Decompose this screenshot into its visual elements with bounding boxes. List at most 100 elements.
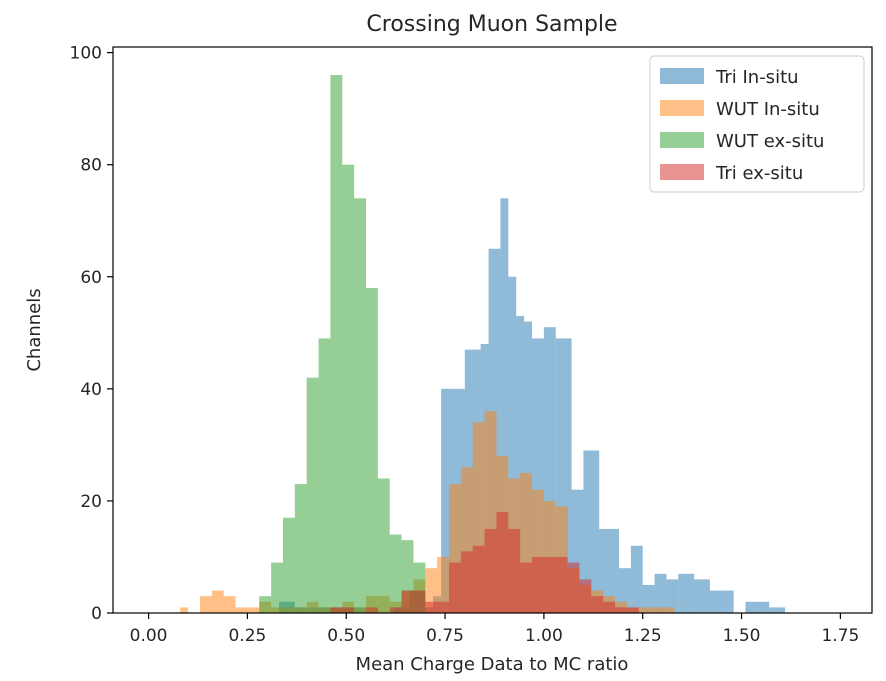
bar-series2-6 [330,75,343,613]
bar-series2-12 [401,540,414,613]
bar-series3-7 [437,601,450,613]
bar-series3-0 [330,607,339,613]
x-tick-label: 1.50 [723,626,761,646]
bar-series0-21 [599,528,619,613]
bar-series0-12 [500,198,509,613]
bar-series0-33 [769,607,786,613]
bar-series2-5 [318,338,331,613]
bar-series1-24 [472,422,485,613]
legend-label: WUT In-situ [716,99,820,120]
bar-series2-4 [306,377,319,613]
bar-series3-18 [567,562,580,613]
chart-title: Crossing Muon Sample [366,12,617,37]
axes-layer: 0.00 0.25 0.50 0.75 1.00 1.25 1.50 1.75 0 20 40 60 8… [70,44,873,646]
bar-series3-8 [449,562,461,613]
bar-series1-4 [235,607,248,613]
y-tick-label: 20 [80,492,102,512]
bar-series3-16 [543,556,556,613]
bar-series1-38 [638,607,651,613]
legend-swatch [660,132,704,148]
bar-series2-11 [389,534,402,613]
bar-series0-27 [678,573,695,613]
legend-label: WUT ex-situ [716,131,824,152]
bar-series3-11 [484,528,497,613]
bar-series2-2 [282,517,295,613]
x-tick-label: 0.75 [426,626,464,646]
bar-series2-8 [354,198,366,613]
legend-box [649,55,865,193]
y-tick-label: 80 [80,156,102,176]
bar-series2-10 [377,478,390,613]
legend-swatch [660,68,704,84]
bar-series2-9 [366,287,378,613]
legend: Tri In-situ WUT In-situ WUT ex-situ Tri ex-… [649,55,865,193]
bar-series3-10 [472,545,485,613]
bar-series3-14 [520,562,533,613]
bar-series0-23 [630,545,643,613]
bar-series0-13 [508,276,517,613]
y-tick-label: 0 [91,604,102,624]
bar-series3-1 [338,607,347,613]
bar-series0-30 [721,590,734,613]
bar-series3-2 [346,607,355,613]
bar-series3-4 [389,607,402,613]
bar-series2-1 [271,562,283,613]
bar-series1-36 [615,601,627,613]
bar-series3-12 [496,512,509,613]
bar-series0-24 [642,584,655,613]
x-tick-label: 0.00 [130,626,168,646]
bar-series2-13 [413,562,426,613]
bar-series3-9 [460,551,473,613]
bar-series3-3 [366,607,378,613]
bar-series3-15 [532,556,544,613]
bar-series2-7 [342,164,355,613]
bar-series0-22 [619,568,631,613]
bar-series2-0 [259,596,272,613]
bar-series1-1 [199,596,212,613]
y-axis-label: Channels [24,288,45,371]
y-tick-label: 40 [80,380,102,400]
bar-series3-23 [626,607,639,613]
bars-layer [180,75,786,614]
series-2 [259,75,426,613]
bar-series1-28 [520,472,533,613]
y-tick-label: 100 [70,44,102,64]
bar-series3-13 [508,528,521,613]
bar-series0-29 [709,590,722,613]
bar-series1-29 [532,489,544,613]
bar-series3-21 [603,601,616,613]
bar-series1-22 [449,484,461,613]
bar-series0-16 [532,338,544,613]
x-tick-label: 1.00 [525,626,563,646]
bar-series1-40 [662,607,675,613]
bar-series3-5 [401,590,426,613]
bar-series0-19 [571,489,584,613]
bar-series1-25 [484,411,497,613]
bar-series3-17 [555,556,568,613]
bar-series0-31 [745,601,758,613]
bar-series1-2 [211,590,224,613]
bar-series2-3 [294,484,307,613]
bar-series1-21 [437,556,450,613]
legend-label: Tri ex-situ [715,163,803,184]
x-tick-label: 0.25 [228,626,266,646]
bar-series3-22 [615,607,627,613]
bar-series0-17 [543,327,556,613]
x-axis-label: Mean Charge Data to MC ratio [356,654,629,675]
bar-series1-39 [650,607,663,613]
x-tick-label: 1.75 [821,626,859,646]
bar-series0-25 [654,573,667,613]
legend-swatch [660,100,704,116]
bar-series0-14 [516,315,525,613]
bar-series1-5 [247,607,260,613]
bar-series1-20 [425,568,438,613]
legend-swatch [660,164,704,180]
bar-series0-20 [583,450,600,613]
bar-series3-20 [591,596,604,613]
x-tick-label: 1.25 [624,626,662,646]
bar-series3-6 [425,601,438,613]
bar-series3-19 [579,579,592,613]
legend-label: Tri In-situ [715,67,799,88]
y-tick-label: 60 [80,268,102,288]
